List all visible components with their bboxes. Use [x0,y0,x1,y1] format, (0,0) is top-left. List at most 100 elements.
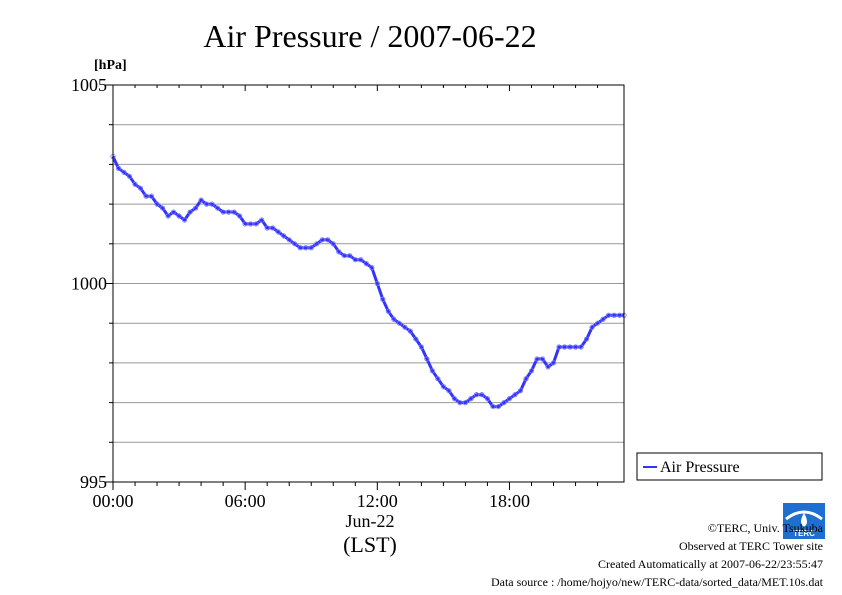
data-point-0-81 [556,344,562,350]
data-point-0-13 [181,217,188,223]
data-point-0-24 [242,221,248,227]
data-point-0-83 [567,344,573,350]
data-point-0-55 [413,336,419,342]
data-point-0-76 [528,368,535,374]
data-point-0-88 [594,320,601,326]
legend-box [636,452,823,481]
credit-observed: Observed at TERC Tower site [678,539,823,553]
data-point-0-89 [600,316,606,322]
logo-text: TERC [793,529,815,538]
y-tick-label-1000: 1000 [71,274,107,294]
data-point-0-73 [512,392,518,398]
data-point-0-37 [314,241,320,247]
x-tick-label-12:00: 12:00 [357,491,398,511]
data-point-0-51 [391,316,397,322]
data-point-0-50 [385,308,391,314]
data-point-0-86 [583,336,590,342]
data-point-0-22 [231,209,237,215]
data-point-0-35 [303,245,309,251]
data-point-0-2 [121,169,127,175]
data-point-0-77 [534,356,540,362]
x-date-label: Jun-22 [346,511,395,531]
data-point-0-59 [435,376,441,382]
logo-drop [801,513,807,527]
x-axis-ticks: 00:00 06:00 12:00 18:00 [92,85,599,511]
terc-logo: TERC [783,503,825,539]
data-point-0-27 [259,217,265,223]
data-point-0-39 [325,237,331,243]
data-point-0-26 [253,221,259,227]
data-point-0-47 [369,265,375,271]
data-point-0-71 [501,399,507,406]
data-point-0-46 [363,261,369,267]
data-point-0-65 [468,396,474,402]
x-tick-label-06:00: 06:00 [225,491,266,511]
data-point-0-43 [347,253,353,259]
data-point-0-57 [424,356,430,362]
series-layer [110,153,627,410]
data-point-0-62 [451,396,458,402]
data-point-0-64 [462,399,469,406]
data-point-0-28 [264,225,270,231]
data-point-0-80 [550,360,557,366]
series-line-0 [111,155,624,409]
data-point-0-25 [248,221,254,227]
data-point-0-66 [473,392,480,398]
data-point-0-84 [572,344,579,350]
data-point-0-61 [446,388,452,394]
data-point-0-12 [176,213,182,219]
data-point-0-63 [457,399,463,406]
data-point-0-58 [429,368,435,374]
data-point-0-10 [165,213,171,219]
data-point-0-68 [484,396,491,402]
credit-copyright: ©TERC, Univ. Tsukuba [707,521,823,535]
data-point-0-5 [137,185,144,191]
x-tick-label-00:00: 00:00 [92,491,133,511]
data-point-0-87 [589,324,595,330]
data-point-0-4 [132,181,138,187]
data-point-0-56 [418,344,424,350]
data-point-0-23 [237,213,243,219]
legend: Air Pressure [636,452,823,481]
data-point-0-21 [226,209,232,215]
data-point-0-49 [380,296,386,302]
data-point-0-75 [523,376,529,382]
data-point-0-90 [605,312,612,318]
y-axis-ticks: 995 1000 1005 [71,75,113,492]
data-point-0-67 [479,392,485,398]
data-point-0-54 [407,328,413,334]
data-point-0-34 [297,245,303,251]
data-point-0-79 [545,364,551,370]
data-point-0-7 [148,193,155,199]
data-point-0-11 [170,209,177,215]
data-point-0-38 [319,237,325,243]
y-axis-label: [hPa] [94,58,127,73]
data-point-0-3 [126,173,133,179]
data-point-0-19 [215,205,221,211]
data-point-0-72 [506,396,513,402]
data-point-0-32 [286,237,292,243]
data-point-0-52 [396,320,402,326]
data-point-0-69 [490,403,496,410]
data-point-0-14 [187,209,193,215]
data-point-0-6 [143,193,149,199]
data-point-0-30 [275,229,281,235]
x-unit-label: (LST) [343,532,397,557]
data-point-0-17 [204,201,210,207]
chart-title: Air Pressure / 2007-06-22 [203,18,536,54]
logo-arc [785,510,823,521]
data-point-0-85 [578,344,584,350]
data-point-0-29 [270,225,276,231]
data-point-0-20 [220,209,226,215]
data-point-0-78 [539,356,546,362]
credit-created: Created Automatically at 2007-06-22/23:5… [598,557,823,571]
data-point-0-42 [341,253,347,259]
credit-source: Data source : /home/hojyo/new/TERC-data/… [490,575,823,589]
x-tick-label-18:00: 18:00 [489,491,530,511]
data-point-0-31 [281,233,287,239]
data-point-0-44 [352,257,358,263]
data-point-0-16 [198,197,204,203]
data-point-0-45 [358,257,364,263]
data-point-0-70 [495,403,502,410]
